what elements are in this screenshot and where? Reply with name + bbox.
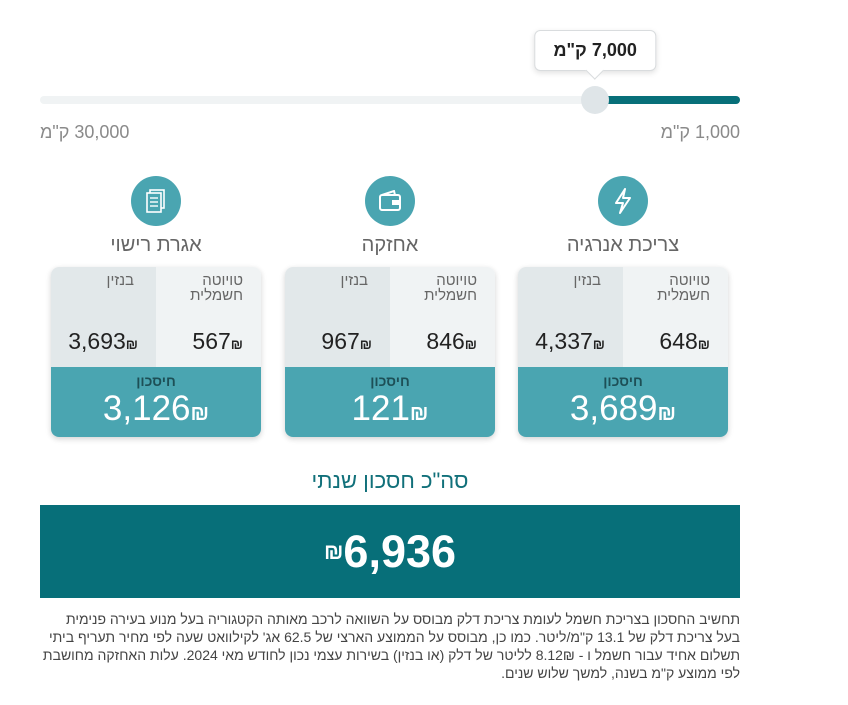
calculation-footnote: תחשיב החסכון בצריכת חשמל לעומת צריכת דלק… [42,611,740,681]
gas-label: בנזין [573,272,601,289]
saving-section: חיסכון 3,126₪ [51,367,261,437]
saving-value: 3,689₪ [569,389,677,428]
slider-min-label: 1,000 ק"מ [660,122,740,142]
category-license-fee: אגרת רישוי טויוטה חשמלית 567₪ בנזין 3,69… [51,176,261,437]
saving-section: חיסכון 3,689₪ [518,367,728,437]
gas-value: 967₪ [321,328,372,354]
slider-track[interactable] [40,96,740,104]
gas-column: בנזין 3,693₪ [51,267,156,367]
category-title: אחזקה [361,234,419,256]
lightning-bolt-icon [598,176,648,226]
saving-label: חיסכון [136,373,176,389]
electric-label: טויוטה חשמלית [190,272,243,304]
category-energy: צריכת אנרגיה טויוטה חשמלית 648₪ בנזין 4,… [518,176,728,437]
category-title: צריכת אנרגיה [566,234,680,256]
electric-label: טויוטה חשמלית [657,272,710,304]
slider-fill [595,96,740,104]
saving-value: 3,126₪ [102,389,210,428]
saving-label: חיסכון [603,373,643,389]
saving-value: 121₪ [351,389,429,428]
mileage-slider[interactable]: 7,000 ק"מ [40,30,740,114]
gas-column: בנזין 967₪ [285,267,390,367]
gas-label: בנזין [340,272,368,289]
comparison-card: טויוטה חשמלית 846₪ בנזין 967₪ חיסכון 121… [285,267,495,437]
electric-column: טויוטה חשמלית 846₪ [390,267,495,367]
gas-label: בנזין [106,272,134,289]
total-savings-title: סה"כ חסכון שנתי [311,468,469,493]
electric-value: 846₪ [426,328,477,354]
electric-column: טויוטה חשמלית 648₪ [623,267,728,367]
category-title: אגרת רישוי [110,234,202,256]
electric-value: 648₪ [659,328,710,354]
category-maintenance: אחזקה טויוטה חשמלית 846₪ בנזין 967₪ חיסכ… [285,176,495,437]
electric-column: טויוטה חשמלית 567₪ [156,267,261,367]
currency-symbol: ₪ [323,538,344,564]
electric-value: 567₪ [192,328,243,354]
total-savings-box: 6,936 ₪ [40,505,740,598]
saving-label: חיסכון [370,373,410,389]
electric-label: טויוטה חשמלית [424,272,477,304]
gas-value: 3,693₪ [68,328,138,354]
slider-thumb[interactable] [581,86,610,114]
comparison-card: טויוטה חשמלית 648₪ בנזין 4,337₪ חיסכון 3… [518,267,728,437]
total-savings-value: 6,936 [343,525,457,577]
slider-value-tooltip: 7,000 ק"מ [534,30,656,71]
gas-value: 4,337₪ [535,328,605,354]
gas-column: בנזין 4,337₪ [518,267,623,367]
document-icon [131,176,181,226]
saving-section: חיסכון 121₪ [285,367,495,437]
slider-max-label: 30,000 ק"מ [40,122,130,142]
comparison-card: טויוטה חשמלית 567₪ בנזין 3,693₪ חיסכון 3… [51,267,261,437]
wallet-icon [365,176,415,226]
